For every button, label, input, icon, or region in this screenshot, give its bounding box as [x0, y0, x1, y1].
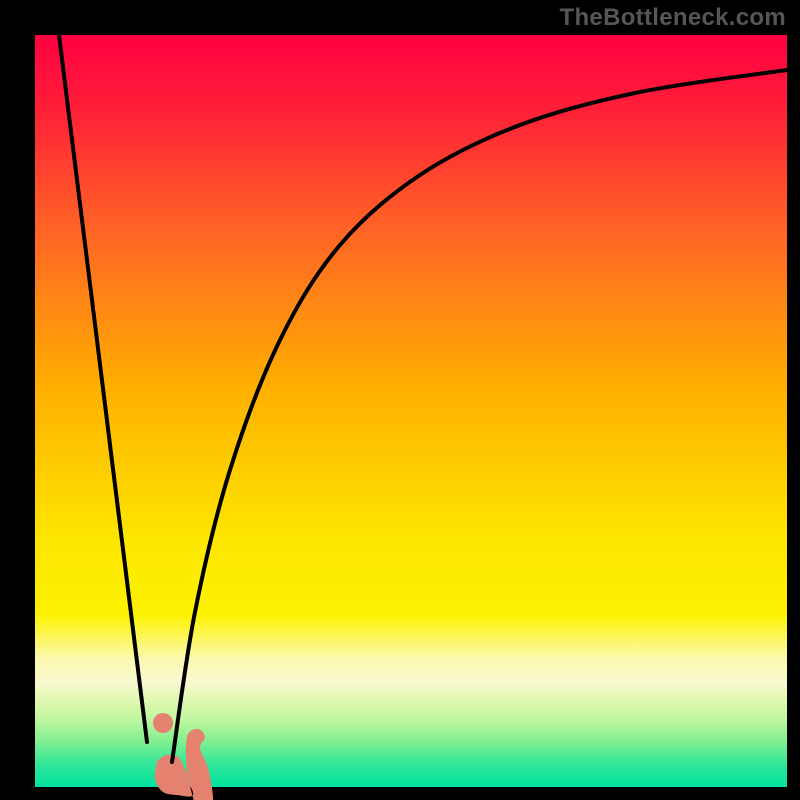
- left-line: [59, 35, 147, 742]
- marker-dot: [153, 713, 173, 733]
- right-curve: [172, 70, 787, 762]
- watermark-text: TheBottleneck.com: [560, 4, 786, 32]
- marker-blob: [155, 729, 213, 800]
- chart-canvas: TheBottleneck.com: [0, 0, 800, 800]
- curve-overlay: [0, 0, 800, 800]
